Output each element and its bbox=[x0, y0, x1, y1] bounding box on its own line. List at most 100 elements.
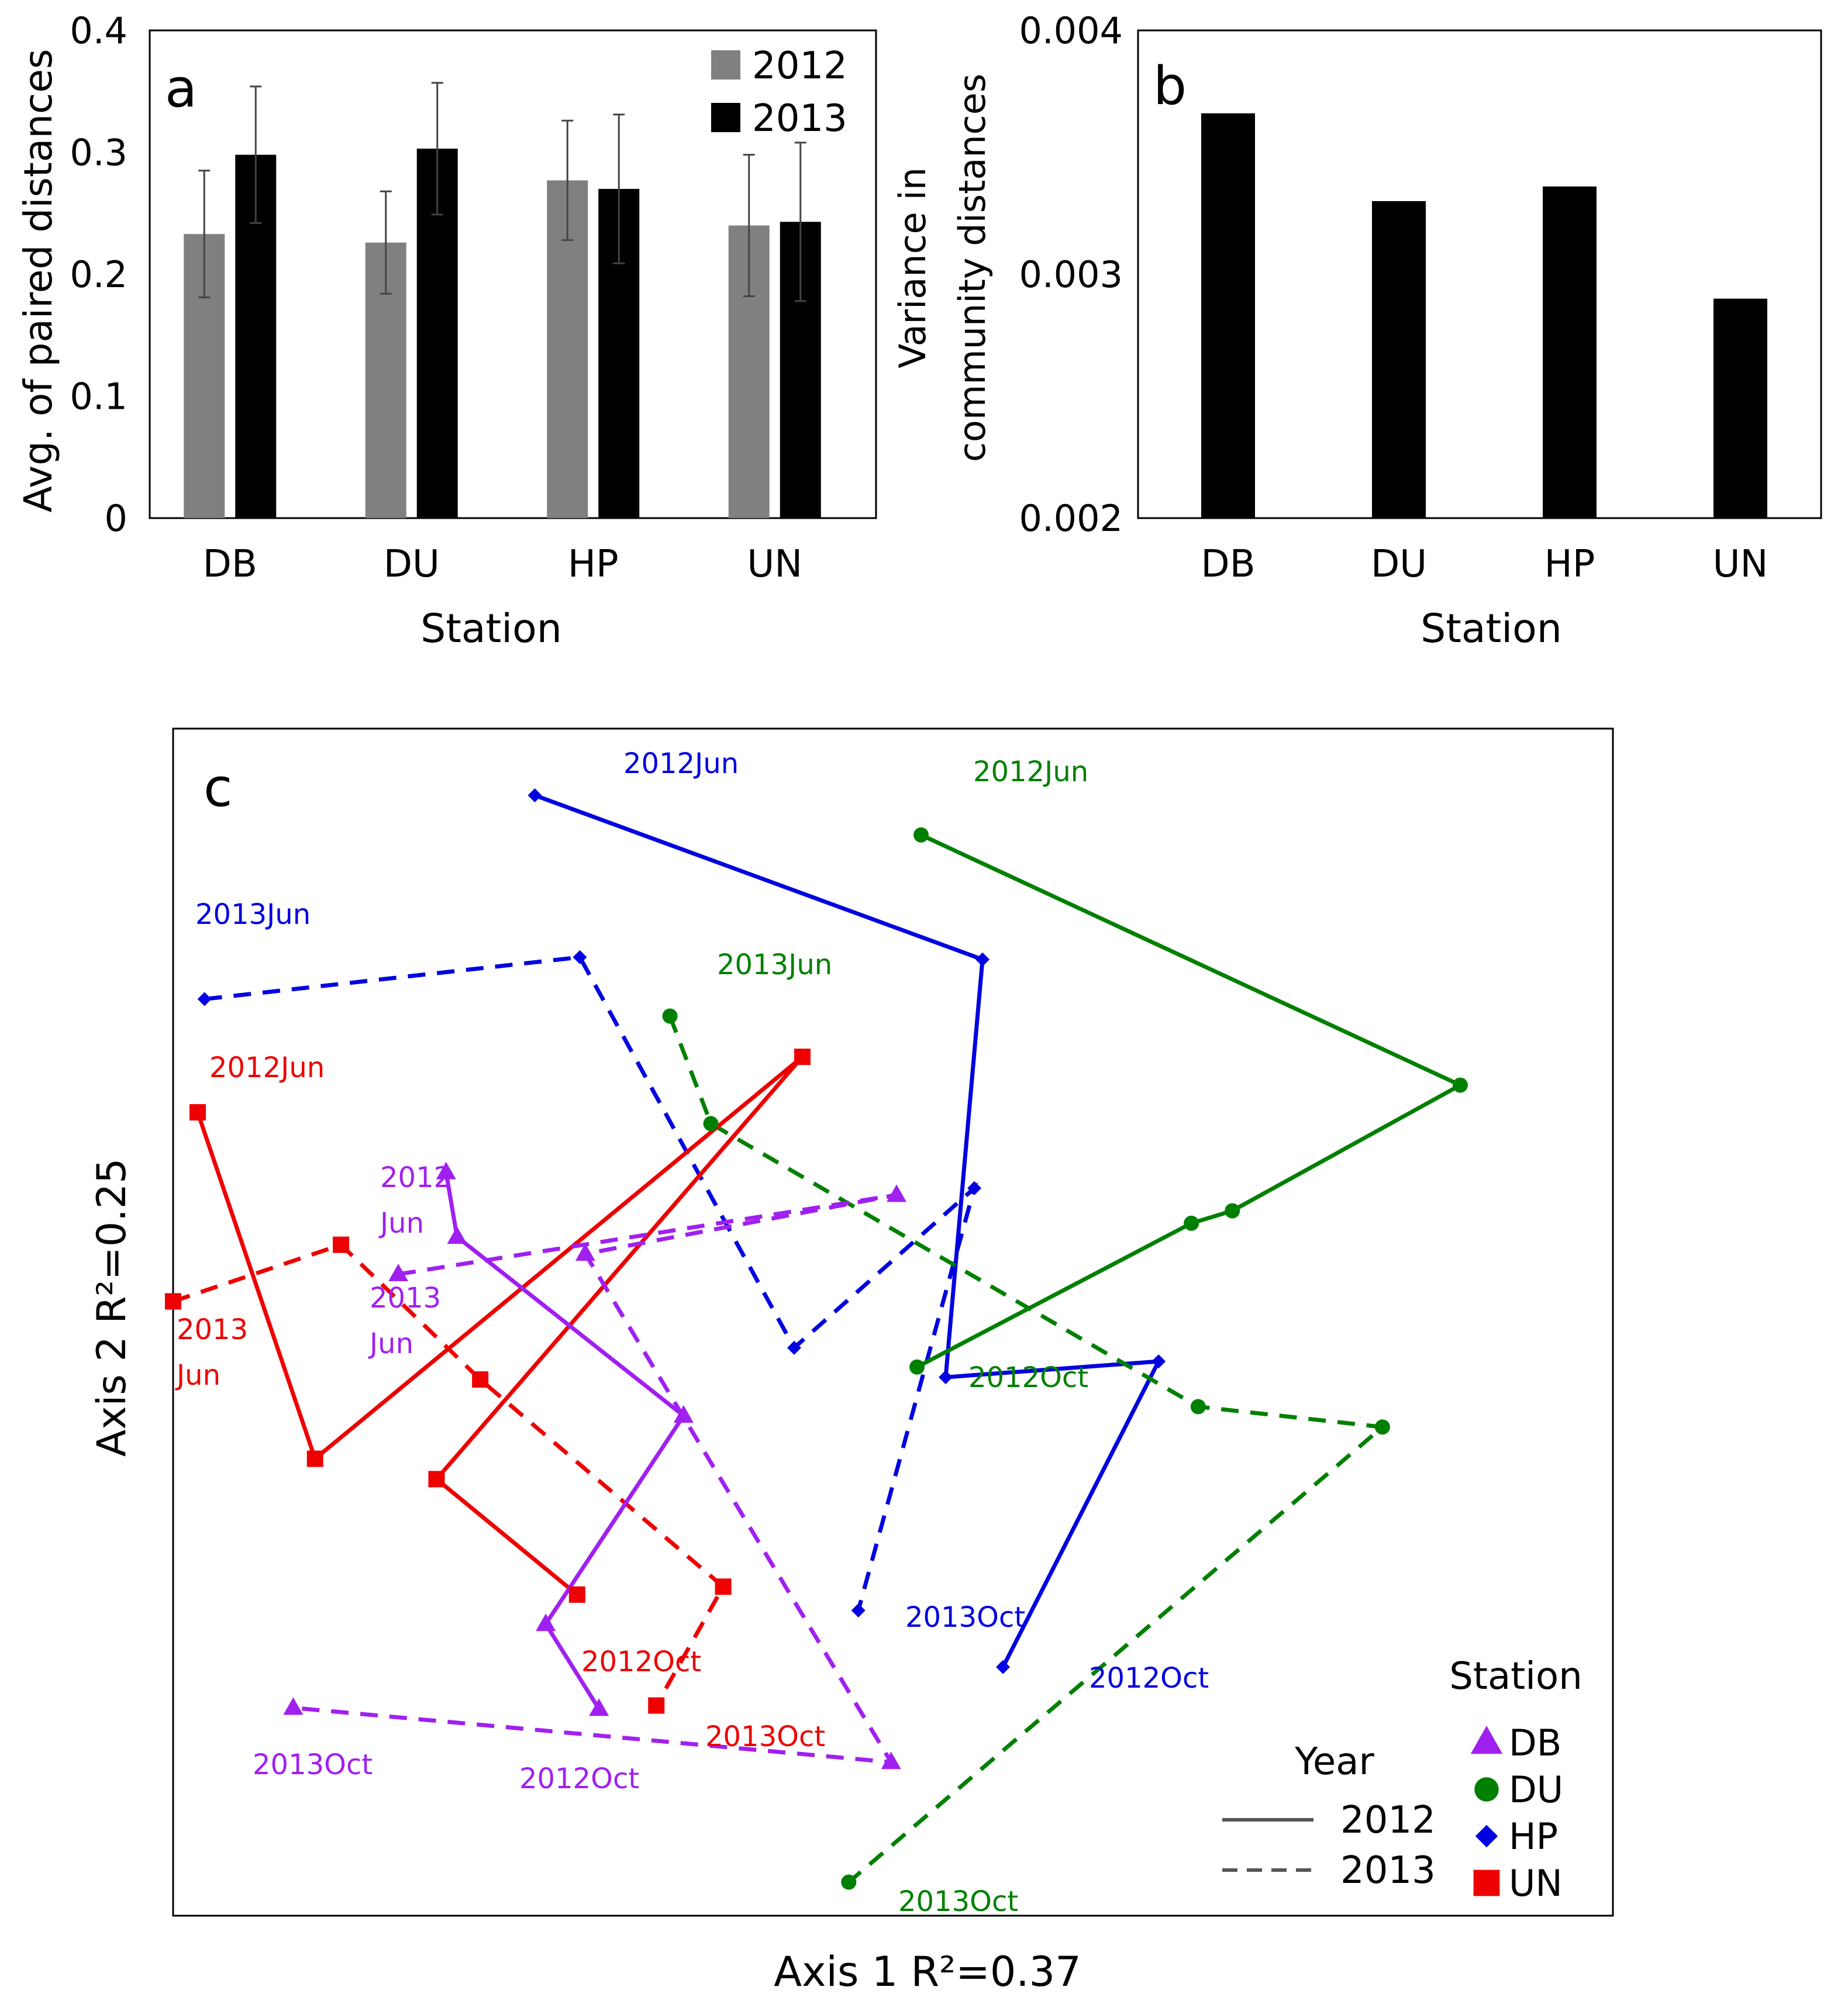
b-ytick-label: 0.003 bbox=[1019, 253, 1123, 296]
annotation-DB: Jun bbox=[378, 1207, 424, 1240]
a-ytick-label: 0 bbox=[105, 497, 127, 540]
point-DU-2012 bbox=[1225, 1203, 1240, 1219]
a-ytick-label: 0.1 bbox=[70, 375, 127, 418]
point-DU-2012 bbox=[909, 1359, 925, 1375]
b-ytick-label: 0.004 bbox=[1019, 9, 1123, 52]
point-DU-2012 bbox=[913, 827, 929, 843]
point-HP-2013 bbox=[197, 992, 212, 1006]
point-DU-2012 bbox=[1184, 1215, 1199, 1231]
panel-c-frame bbox=[172, 727, 1614, 1917]
annotation-HP: 2012Jun bbox=[623, 747, 739, 780]
point-UN-2012 bbox=[794, 1048, 811, 1065]
point-DB-2012 bbox=[589, 1698, 609, 1716]
point-DB-2013 bbox=[887, 1184, 907, 1202]
annotation-UN: 2012Oct bbox=[581, 1646, 701, 1678]
legend-swatch-2012 bbox=[711, 50, 740, 80]
b-bar-DB bbox=[1201, 113, 1255, 518]
point-DB-2013 bbox=[881, 1751, 901, 1769]
annotation-UN: 2013Oct bbox=[705, 1720, 825, 1753]
point-DU-2012 bbox=[1452, 1077, 1468, 1093]
a-xtick-label: DU bbox=[384, 543, 440, 586]
panel-b-letter: b bbox=[1153, 56, 1187, 117]
point-UN-2013 bbox=[472, 1371, 489, 1388]
legend-marker-HP bbox=[1475, 1824, 1498, 1848]
point-UN-2012 bbox=[306, 1450, 323, 1467]
legend-year-title: Year bbox=[1294, 1740, 1374, 1784]
panel-b-frame bbox=[1137, 29, 1822, 519]
annotation-DB: 2012 bbox=[380, 1161, 451, 1194]
point-HP-2012 bbox=[975, 952, 990, 967]
annotation-UN: 2012Jun bbox=[209, 1051, 325, 1084]
point-HP-2012 bbox=[527, 788, 542, 803]
a-xtick-label: HP bbox=[568, 543, 619, 586]
point-UN-2012 bbox=[428, 1471, 445, 1488]
point-HP-2013 bbox=[573, 950, 587, 964]
point-DB-2013 bbox=[388, 1264, 409, 1282]
legend-swatch-2013 bbox=[711, 103, 740, 132]
b-ytick-label: 0.002 bbox=[1019, 497, 1123, 540]
point-DB-2012 bbox=[436, 1161, 456, 1179]
legend-station-HP: HP bbox=[1509, 1815, 1558, 1858]
point-DU-2013 bbox=[841, 1874, 857, 1890]
point-DB-2012 bbox=[536, 1613, 556, 1631]
panel-c-letter: c bbox=[204, 757, 232, 819]
annotation-DB: 2013 bbox=[370, 1282, 441, 1315]
point-DB-2013 bbox=[283, 1697, 304, 1715]
a-xtick-label: DB bbox=[203, 543, 257, 586]
panel-b-ylabel-line-1: Variance in bbox=[891, 167, 934, 368]
point-UN-2013 bbox=[648, 1697, 665, 1714]
point-HP-2012 bbox=[996, 1660, 1011, 1674]
panel-c: c 2012Jun2013Jun2012Oct2013Oct2012Jun201… bbox=[89, 727, 1614, 1996]
b-xtick-label: UN bbox=[1713, 543, 1768, 586]
point-HP-2013 bbox=[787, 1340, 801, 1355]
legend-station-DB: DB bbox=[1509, 1722, 1561, 1764]
point-UN-2013 bbox=[715, 1578, 732, 1595]
legend-marker-DB bbox=[1470, 1726, 1503, 1754]
panel-b-xlabel: Station bbox=[1421, 606, 1562, 652]
annotation-DB: 2013Oct bbox=[253, 1748, 373, 1781]
legend-year-2013: 2013 bbox=[1340, 1849, 1436, 1892]
b-xtick-label: DB bbox=[1201, 543, 1255, 586]
panel-a: a 0 0.1 0.2 0.3 0.4 DB DU HP UN Station Avg. of… bbox=[16, 9, 877, 652]
panel-a-frame bbox=[149, 29, 877, 519]
a-xtick-label: UN bbox=[747, 543, 802, 586]
point-UN-2013 bbox=[165, 1293, 181, 1310]
point-HP-2013 bbox=[967, 1181, 982, 1195]
legend-station-UN: UN bbox=[1509, 1862, 1563, 1905]
a-ytick-label: 0.2 bbox=[70, 253, 127, 296]
series-line-UN-2012 bbox=[195, 1055, 804, 1596]
a-ytick-label: 0.4 bbox=[70, 9, 127, 52]
point-HP-2012 bbox=[1151, 1354, 1166, 1369]
legend-marker-DU bbox=[1474, 1777, 1499, 1802]
annotation-DU: 2013Jun bbox=[717, 948, 832, 981]
b-bar-DU bbox=[1372, 201, 1426, 518]
point-DB-2012 bbox=[673, 1405, 694, 1423]
panel-a-ylabel: Avg. of paired distances bbox=[16, 49, 61, 513]
point-DB-2013 bbox=[575, 1243, 595, 1261]
point-HP-2013 bbox=[851, 1603, 866, 1617]
panel-c-xlabel: Axis 1 R²=0.37 bbox=[774, 1948, 1081, 1996]
point-UN-2012 bbox=[568, 1586, 585, 1603]
series-line-HP-2012 bbox=[534, 793, 1163, 1668]
legend-marker-UN bbox=[1473, 1869, 1500, 1896]
annotation-DU: 2012Oct bbox=[968, 1361, 1088, 1394]
annotation-DU: 2013Oct bbox=[898, 1885, 1018, 1918]
panel-a-legend: 2012 2013 bbox=[711, 44, 847, 140]
point-DB-2012 bbox=[447, 1226, 467, 1244]
annotation-HP: 2013Oct bbox=[905, 1601, 1025, 1634]
annotation-HP: 2013Jun bbox=[195, 898, 311, 931]
series-line-DU-2012 bbox=[916, 833, 1465, 1369]
legend-station-title: Station bbox=[1449, 1655, 1582, 1698]
legend-station-DU: DU bbox=[1509, 1768, 1563, 1811]
point-DU-2013 bbox=[662, 1008, 678, 1024]
b-xtick-label: DU bbox=[1371, 543, 1427, 586]
annotation-UN: Jun bbox=[175, 1359, 220, 1392]
panel-b: b 0.002 0.003 0.004 DB DU HP UN Station Varia… bbox=[891, 9, 1822, 652]
legend-label-2013: 2013 bbox=[752, 97, 847, 140]
panel-a-xlabel: Station bbox=[420, 606, 562, 652]
annotation-UN: 2013 bbox=[177, 1313, 248, 1346]
b-bar-HP bbox=[1543, 186, 1597, 518]
panel-c-ylabel: Axis 2 R²=0.25 bbox=[89, 1158, 135, 1457]
